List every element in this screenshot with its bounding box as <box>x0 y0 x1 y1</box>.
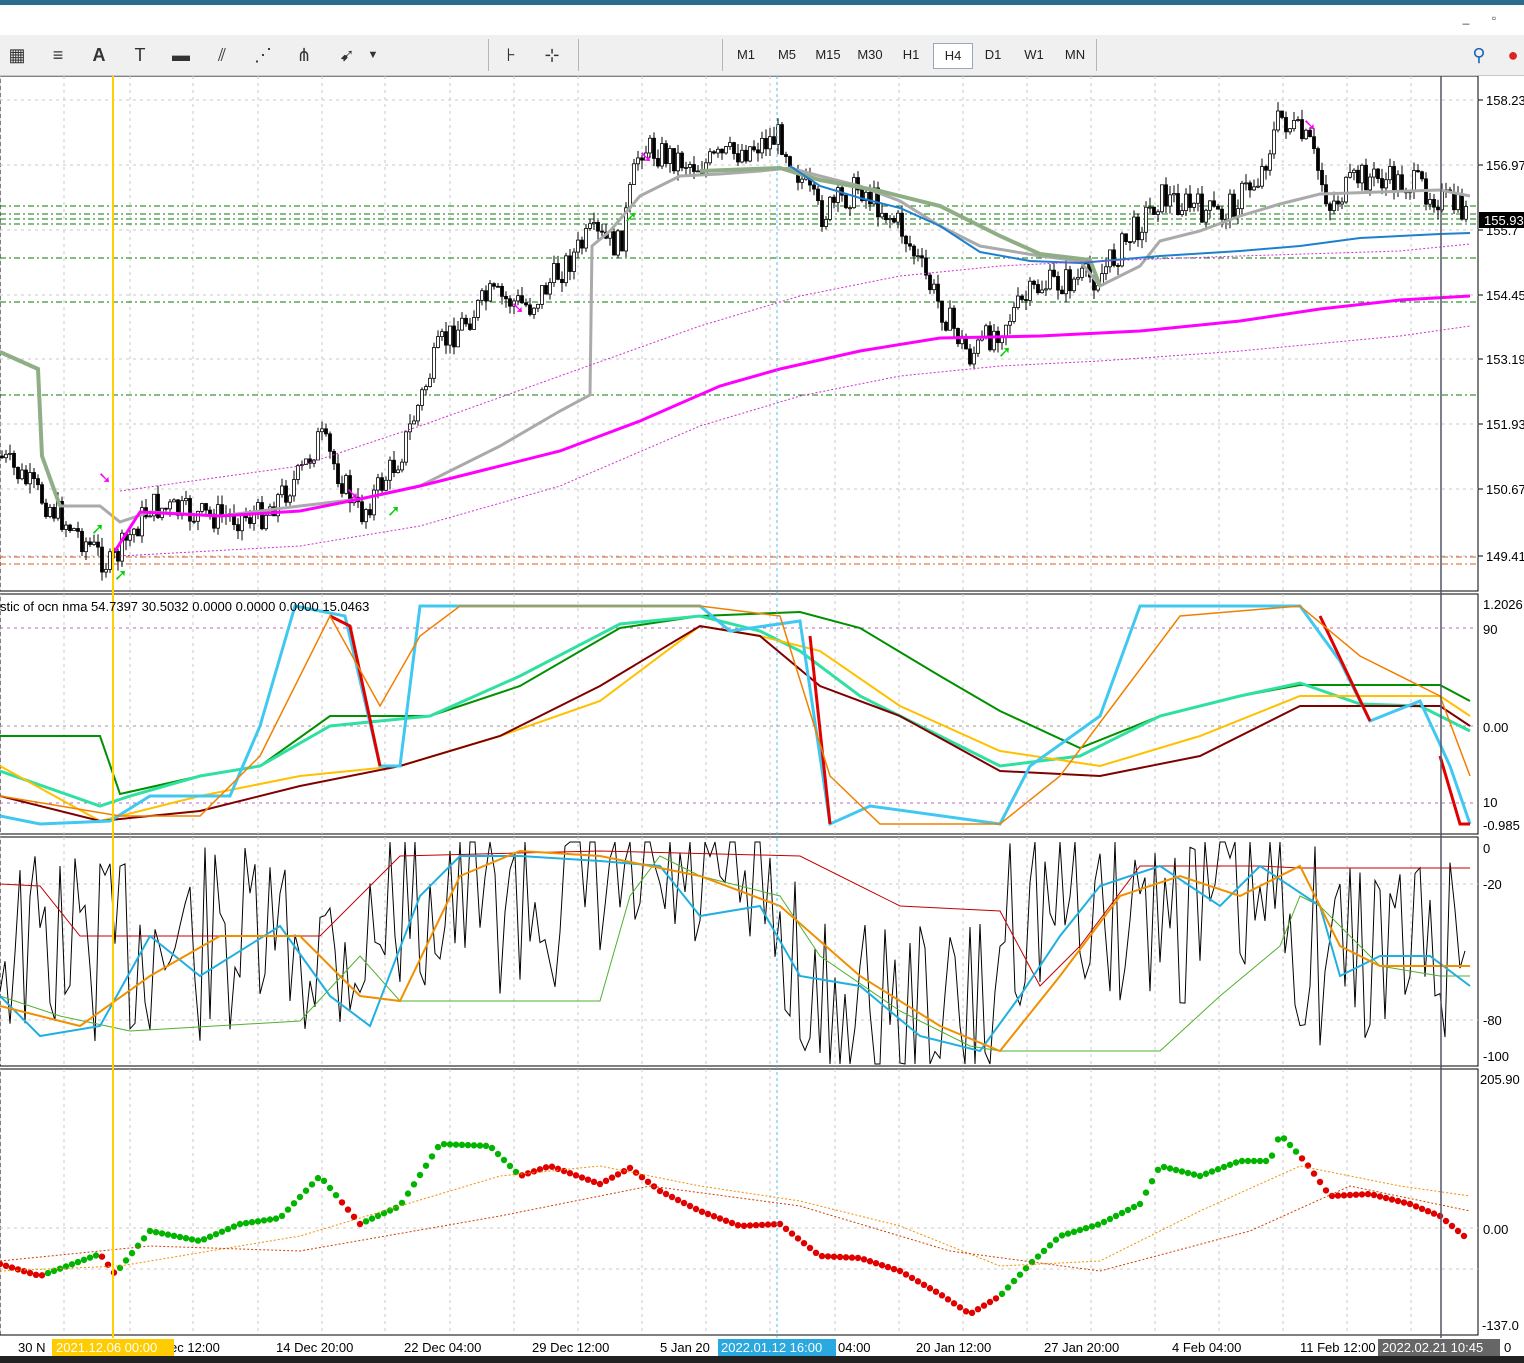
signal-arrow-icon: ➘ <box>346 484 359 503</box>
time-label: 29 Dec 12:00 <box>532 1340 609 1355</box>
separator <box>1096 39 1097 71</box>
timeframe-m30[interactable]: M30 <box>857 47 883 62</box>
chevron-down-icon[interactable]: ▼ <box>367 49 379 61</box>
time-label: 04:00 <box>838 1340 871 1355</box>
minimize-icon[interactable]: _ <box>1462 11 1470 25</box>
time-label: ec 12:00 <box>170 1340 220 1355</box>
wpr-scale-80: -80 <box>1483 1013 1502 1028</box>
price-label: 151.93 <box>1486 417 1524 432</box>
separator <box>488 39 489 71</box>
signal-arrow-icon: ➘ <box>639 147 652 166</box>
stoch-title: stic of ocn nma 54.7397 30.5032 0.0000 0… <box>0 599 369 614</box>
stoch-scale-max: 1.2026 <box>1483 597 1523 612</box>
time-label: 27 Jan 20:00 <box>1044 1340 1119 1355</box>
rectangle-icon[interactable]: ▬ <box>172 45 190 65</box>
drawing-toolbar: ▦ ≡ A T ▬ ⫽ ⋰ ⋔ ➹ ▼ ⊦ ⊹ M1 M5 M15 M30 H1 H4 D1… <box>0 35 1524 76</box>
signal-arrow-icon: ➚ <box>998 342 1011 361</box>
stoch-scale-min: -0.985 <box>1483 818 1520 833</box>
wpr-lines <box>0 841 1471 1065</box>
current-price: 155.93 <box>1484 213 1524 228</box>
price-label: 150.67 <box>1486 482 1524 497</box>
dots-panel[interactable] <box>0 1068 1479 1336</box>
fibonacci-fan-icon[interactable]: ⋰ <box>254 45 272 65</box>
wpr-scale-0: 0 <box>1483 841 1490 856</box>
window-controls: _ ▫ <box>1454 5 1524 33</box>
stoch-scale-zero: 0.00 <box>1483 720 1508 735</box>
time-label: 5 Jan 20 <box>660 1340 710 1355</box>
cursor-time-tag-2 <box>718 1339 836 1356</box>
signal-arrow-icon: ➘ <box>511 298 524 317</box>
restore-icon[interactable]: ▫ <box>1491 11 1497 25</box>
fibonacci-icon[interactable]: ≡ <box>52 45 64 65</box>
equidistant-channel-icon[interactable]: ▦ <box>8 45 26 65</box>
signal-arrow-icon: ➚ <box>114 565 127 584</box>
momentum-dots <box>0 1135 1471 1317</box>
cursor-time-1: 2021.12.06 00:00 <box>56 1340 157 1355</box>
stochastic-lines <box>0 604 1472 827</box>
stoch-scale-10: 10 <box>1483 795 1497 810</box>
arrow-tool-icon[interactable]: ➹ <box>339 45 355 65</box>
dots-scale-max: 205.90 <box>1480 1072 1520 1087</box>
time-label: 20 Jan 12:00 <box>916 1340 991 1355</box>
andrews-pitchfork-icon[interactable]: ⋔ <box>296 45 312 65</box>
signal-arrow-icon: ➚ <box>624 207 637 226</box>
stoch-panel[interactable] <box>0 593 1479 835</box>
price-label: 156.97 <box>1486 158 1524 173</box>
candlesticks <box>0 102 1468 581</box>
signal-arrow-icon: ➚ <box>387 501 400 520</box>
timeframe-m1[interactable]: M1 <box>736 47 756 62</box>
chart-area[interactable]: ➘➚➚➘➚➘➘➚➚➘ 158.23156.97155.7154.45153.19… <box>0 76 1524 1363</box>
time-label: 11 Feb 12:00 <box>1300 1340 1376 1355</box>
wpr-scale-20: -20 <box>1483 877 1502 892</box>
parallel-lines-icon[interactable]: ⫽ <box>217 45 227 65</box>
separator <box>722 39 723 71</box>
current-price-tag <box>1479 212 1524 228</box>
cursor-time-tag-3 <box>1378 1339 1500 1356</box>
cursor-time-tag-1 <box>52 1339 174 1356</box>
time-label: 0 <box>1504 1340 1511 1355</box>
title-bar <box>0 0 1524 5</box>
signal-arrow-icon: ➘ <box>1303 115 1316 134</box>
cursor-time-2: 2022.01.12 16:00 <box>721 1340 822 1355</box>
separator <box>578 39 579 71</box>
dots-scale-zero: 0.00 <box>1483 1222 1508 1237</box>
timeframe-h1[interactable]: H1 <box>902 47 920 62</box>
text-icon[interactable]: A <box>92 45 106 65</box>
cursor-time-3: 2022.02.21 10:45 <box>1382 1340 1483 1355</box>
time-label: 30 N <box>18 1340 45 1355</box>
dots-scale-min: -137.0 <box>1482 1318 1519 1333</box>
time-label: 14 Dec 20:00 <box>276 1340 353 1355</box>
price-label: 149.41 <box>1486 549 1524 564</box>
signal-arrow-icon: ➚ <box>91 519 104 538</box>
signal-arrow-icon: ➘ <box>98 468 111 487</box>
status-strip <box>0 1356 1524 1363</box>
timeframe-m15[interactable]: M15 <box>815 47 841 62</box>
wpr-scale-100: -100 <box>1483 1049 1509 1064</box>
timeframe-d1[interactable]: D1 <box>984 47 1002 62</box>
chart-shift-icon[interactable]: ⊦ <box>506 45 516 65</box>
price-label: 158.23 <box>1486 93 1524 108</box>
wpr-panel[interactable] <box>0 836 1479 1067</box>
timeframe-h4[interactable]: H4 <box>933 43 973 69</box>
stoch-scale-90: 90 <box>1483 622 1497 637</box>
price-label: 154.45 <box>1486 288 1524 303</box>
time-label: 22 Dec 04:00 <box>404 1340 481 1355</box>
moving-averages: ➘ ➚ ➚ ➘ ➚ ➘ ➘ ➚ ➚ ➘ <box>0 115 1471 584</box>
timeframe-mn[interactable]: MN <box>1064 47 1086 62</box>
timeframe-m5[interactable]: M5 <box>777 47 797 62</box>
auto-scroll-icon[interactable]: ⊹ <box>544 45 560 65</box>
price-label: 153.19 <box>1486 352 1524 367</box>
time-label: 4 Feb 04:00 <box>1172 1340 1241 1355</box>
timeframe-w1[interactable]: W1 <box>1024 47 1044 62</box>
text-label-icon[interactable]: T <box>134 45 146 65</box>
notifications-icon[interactable]: ● <box>1507 45 1519 65</box>
search-icon[interactable]: ⚲ <box>1472 45 1486 65</box>
